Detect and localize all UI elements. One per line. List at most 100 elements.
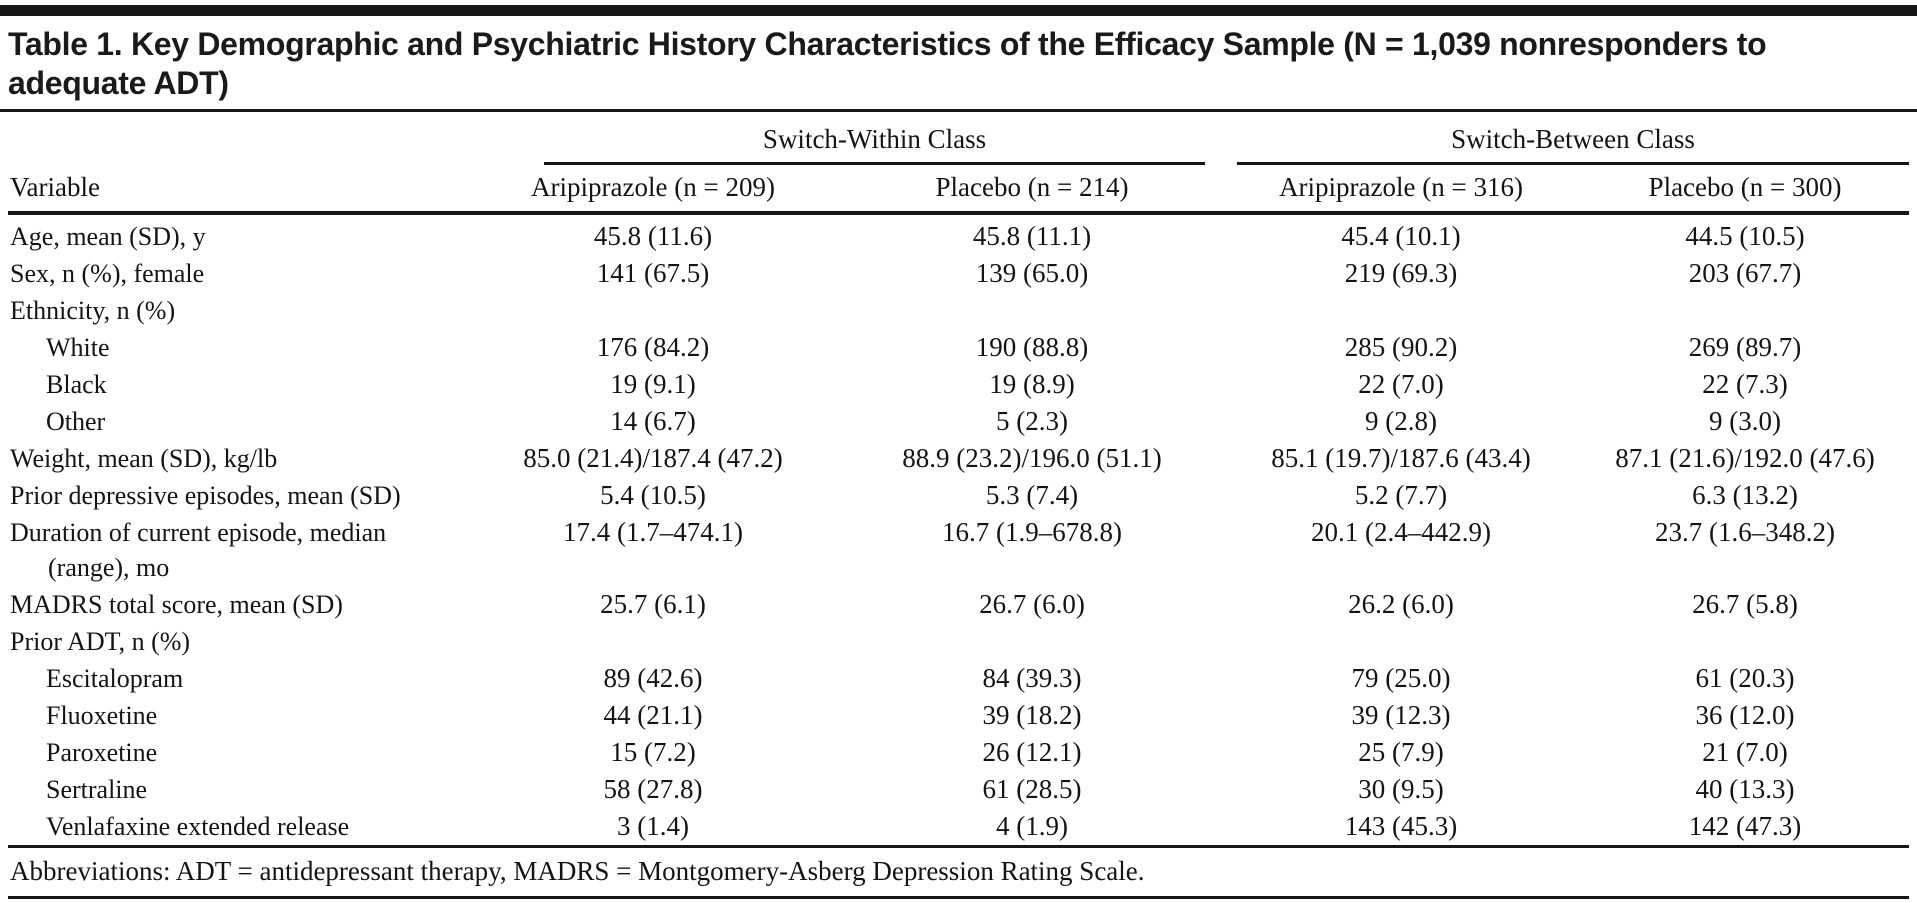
cell-value: 142 (47.3) [1688,811,1802,841]
cell-value: 143 (45.3) [1344,811,1458,841]
row-label: Other [46,407,106,436]
table-row-sex: Sex, n (%), female 141 (67.5) 139 (65.0)… [8,255,1909,292]
row-label: Prior depressive episodes, mean (SD) [10,481,401,510]
row-label: Black [46,370,107,399]
top-rule-bar [0,5,1917,16]
cell-value: 14 (6.7) [610,406,696,436]
cell-value: 3 (1.4) [617,811,689,841]
cell-value [843,623,1221,660]
cell-value: 19 (8.9) [989,369,1075,399]
cell-value: 22 (7.0) [1358,369,1444,399]
cell-value [1581,292,1909,329]
row-label: Duration of current episode, median (ran… [10,518,387,582]
cell-value: 15 (7.2) [610,737,696,767]
row-label: Prior ADT, n (%) [10,627,191,656]
cell-value: 176 (84.2) [596,332,710,362]
table-row-prior-adt: Prior ADT, n (%) [8,623,1909,660]
table-row-fluoxetine: Fluoxetine 44 (21.1) 39 (18.2) 39 (12.3)… [8,697,1909,734]
cell-value: 44 (21.1) [603,700,703,730]
cell-value: 44.5 (10.5) [1685,221,1805,251]
cell-value: 23.7 (1.6–348.2) [1655,517,1835,547]
cell-value [1221,623,1581,660]
table-row-ethnicity: Ethnicity, n (%) [8,292,1909,329]
cell-value [463,623,843,660]
row-label: Fluoxetine [46,701,158,730]
row-label: Ethnicity, n (%) [10,296,176,325]
cell-value: 61 (28.5) [982,774,1082,804]
column-header-row: Variable Aripiprazole (n = 209) Placebo … [8,165,1910,215]
cell-value: 25.7 (6.1) [600,589,706,619]
group-header-cell-within: Switch-Within Class [463,112,1221,165]
cell-value: 190 (88.8) [975,332,1089,362]
cell-value: 45.4 (10.1) [1341,221,1461,251]
cell-value: 219 (69.3) [1344,258,1458,288]
column-header-aripiprazole-between: Aripiprazole (n = 316) [1221,165,1582,215]
cell-value: 84 (39.3) [982,663,1082,693]
footnote-row: Abbreviations: ADT = antidepressant ther… [8,845,1910,899]
cell-value [1581,623,1909,660]
cell-value: 45.8 (11.1) [972,221,1092,251]
row-label: Sertraline [46,775,148,804]
cell-value: 88.9 (23.2)/196.0 (51.1) [902,443,1162,473]
cell-value: 17.4 (1.7–474.1) [563,517,743,547]
cell-value: 141 (67.5) [596,258,710,288]
table-row-age: Age, mean (SD), y 45.8 (11.6) 45.8 (11.1… [8,213,1909,255]
table-row-sertraline: Sertraline 58 (27.8) 61 (28.5) 30 (9.5) … [8,771,1909,808]
cell-value: 61 (20.3) [1695,663,1795,693]
cell-value: 26.2 (6.0) [1348,589,1454,619]
column-header-aripiprazole-within: Aripiprazole (n = 209) [463,165,843,215]
abbreviations-note: Abbreviations: ADT = antidepressant ther… [8,845,1910,899]
cell-value: 20.1 (2.4–442.9) [1311,517,1491,547]
cell-value: 40 (13.3) [1695,774,1795,804]
row-label: Age, mean (SD), y [10,222,206,251]
column-header-placebo-within: Placebo (n = 214) [843,165,1222,215]
group-header-switch-within: Switch-Within Class [544,124,1206,165]
table-row-madrs: MADRS total score, mean (SD) 25.7 (6.1) … [8,586,1909,623]
group-header-row: Switch-Within Class Switch-Between Class [8,112,1910,165]
cell-value: 58 (27.8) [603,774,703,804]
cell-value: 89 (42.6) [603,663,703,693]
cell-value: 269 (89.7) [1688,332,1802,362]
cell-value: 26.7 (5.8) [1692,589,1798,619]
cell-value: 36 (12.0) [1695,700,1795,730]
empty-header-cell [8,112,463,165]
cell-value: 5.3 (7.4) [985,480,1079,510]
cell-value: 19 (9.1) [610,369,696,399]
cell-value: 5 (2.3) [996,406,1068,436]
row-label: Escitalopram [46,664,184,693]
row-label: Paroxetine [46,738,158,767]
table-row-escitalopram: Escitalopram 89 (42.6) 84 (39.3) 79 (25.… [8,660,1909,697]
row-label: White [46,333,110,362]
cell-value: 203 (67.7) [1688,258,1802,288]
cell-value: 79 (25.0) [1351,663,1451,693]
demographics-table: Switch-Within Class Switch-Between Class… [8,112,1910,899]
cell-value: 87.1 (21.6)/192.0 (47.6) [1615,443,1875,473]
column-header-variable: Variable [8,165,463,215]
row-label: Venlafaxine extended release [46,812,350,841]
table-row-ethnicity-black: Black 19 (9.1) 19 (8.9) 22 (7.0) 22 (7.3… [8,366,1909,403]
cell-value [843,292,1221,329]
table-row-ethnicity-other: Other 14 (6.7) 5 (2.3) 9 (2.8) 9 (3.0) [8,403,1909,440]
group-header-cell-between: Switch-Between Class [1221,112,1910,165]
cell-value: 5.4 (10.5) [600,480,706,510]
row-label: Sex, n (%), female [10,259,205,288]
cell-value: 5.2 (7.7) [1354,480,1448,510]
table-row-venlafaxine: Venlafaxine extended release 3 (1.4) 4 (… [8,808,1909,847]
row-label: Weight, mean (SD), kg/lb [10,444,278,473]
cell-value: 22 (7.3) [1702,369,1788,399]
table-row-ethnicity-white: White 176 (84.2) 190 (88.8) 285 (90.2) 2… [8,329,1909,366]
cell-value: 25 (7.9) [1358,737,1444,767]
cell-value [463,292,843,329]
table-row-weight: Weight, mean (SD), kg/lb 85.0 (21.4)/187… [8,440,1909,477]
cell-value: 9 (2.8) [1365,406,1437,436]
table-row-prior-episodes: Prior depressive episodes, mean (SD) 5.4… [8,477,1909,514]
cell-value: 39 (18.2) [982,700,1082,730]
cell-value: 285 (90.2) [1344,332,1458,362]
cell-value: 85.1 (19.7)/187.6 (43.4) [1271,443,1531,473]
cell-value: 85.0 (21.4)/187.4 (47.2) [523,443,783,473]
table-title: Table 1. Key Demographic and Psychiatric… [0,16,1917,112]
cell-value: 26 (12.1) [982,737,1082,767]
cell-value: 139 (65.0) [975,258,1089,288]
table-header: Switch-Within Class Switch-Between Class… [8,112,1910,215]
